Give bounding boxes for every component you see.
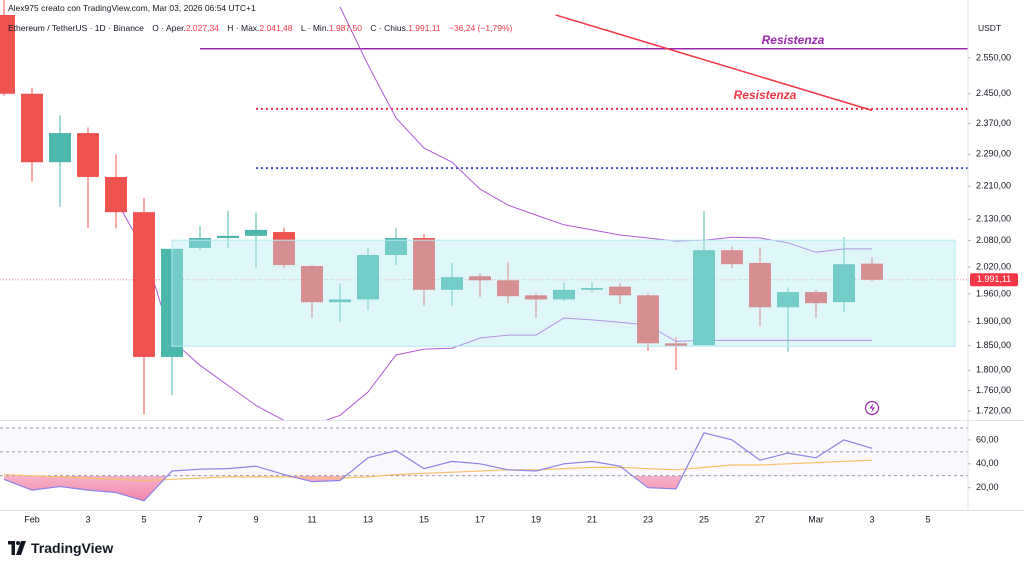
candle-body [665, 343, 687, 347]
candle-body [637, 295, 659, 344]
legend-value: 1.987,50 [328, 23, 363, 33]
y-tick-label: 2.290,00 [976, 149, 1011, 159]
candle-body [357, 254, 379, 300]
candle-body [805, 292, 827, 304]
rsi-line [3, 432, 873, 502]
candle-body [693, 250, 715, 346]
legend-value: 2.041,48 [259, 23, 293, 33]
legend-label: H · Max. [227, 23, 260, 33]
candle-body [329, 299, 351, 303]
candle-body [245, 229, 267, 236]
y-tick-label: 1.850,00 [976, 340, 1011, 350]
band-line [115, 199, 872, 420]
x-tick-label: 3 [869, 514, 874, 524]
x-tick-label: 21 [587, 514, 597, 524]
candle-body [497, 280, 519, 297]
x-tick-label: 3 [85, 514, 90, 524]
brand-logo [8, 541, 26, 555]
x-tick-label: 11 [307, 514, 316, 524]
drawing-label: Resistenza [762, 33, 825, 47]
oversold-fill [4, 475, 872, 501]
candle-body [217, 235, 239, 239]
alert-circle [864, 400, 880, 416]
last-price-box [970, 273, 1018, 287]
rsi-ma-line [3, 459, 873, 482]
y-tick-label: 2.450,00 [976, 88, 1011, 98]
rsi-y-tick-label: 20,00 [976, 482, 999, 492]
x-tick-label: Mar [808, 514, 824, 524]
candle-body [777, 292, 799, 308]
alert-icon [864, 400, 880, 416]
y-tick-label: 2.080,00 [976, 235, 1011, 245]
x-tick-label: 25 [699, 514, 709, 524]
candle-body [133, 212, 155, 357]
x-tick-label: 15 [419, 514, 429, 524]
legend: Ethereum / TetherUS · 1D · Binance O · A… [8, 23, 512, 33]
x-tick-label: Feb [24, 514, 40, 524]
last-price-label: 1.991,11 [977, 274, 1011, 284]
y-tick-label: 2.550,00 [976, 52, 1011, 62]
candle-body [609, 286, 631, 296]
axes: 2.550,00 2.450,00 2.370,00 2.290,00 2.210,00… [0, 0, 1024, 524]
legend-label: C · Chius. [370, 23, 409, 33]
candle-body [441, 277, 463, 290]
candle-body [301, 265, 323, 303]
rsi-pane [0, 427, 968, 502]
y-tick-label: 1.720,00 [976, 405, 1011, 415]
x-tick-label: 13 [363, 514, 373, 524]
candle-body [385, 238, 407, 255]
candle-body [189, 238, 211, 248]
trend-line [555, 14, 873, 112]
x-tick-label: 9 [253, 514, 258, 524]
range-box [171, 239, 956, 347]
band-line [339, 6, 872, 253]
y-tick-label: 2.020,00 [976, 261, 1011, 271]
candle-body [21, 93, 43, 163]
y-tick-label: 1.960,00 [976, 288, 1011, 298]
rsi-y-tick-label: 40,00 [976, 458, 999, 468]
candle-body [105, 176, 127, 213]
legend-symbol: Ethereum / TetherUS · 1D · Binance [8, 23, 144, 33]
x-tick-label: 19 [531, 514, 541, 524]
y-tick-label: 2.210,00 [976, 181, 1011, 191]
y-tick-label: 2.370,00 [976, 118, 1011, 128]
y-tick-label: 1.900,00 [976, 316, 1011, 326]
candle-body [553, 289, 575, 300]
price-pane: Resistenza Resistenza [0, 0, 968, 420]
candle-body [77, 133, 99, 177]
candle-body [833, 264, 855, 303]
rsi-y-tick-label: 60,00 [976, 434, 999, 444]
alert-bolt [869, 403, 875, 413]
x-tick-label: 7 [197, 514, 202, 524]
y-tick-label: 2.130,00 [976, 214, 1011, 224]
candle-body [469, 276, 491, 281]
header: Alex975 creato con TradingView.com, Mar … [8, 3, 256, 13]
candle-body [861, 263, 883, 280]
footer: TradingView [8, 540, 113, 556]
candle-body [749, 262, 771, 308]
legend-value: 2.027,34 [185, 23, 219, 33]
y-tick-label: 1.800,00 [976, 365, 1011, 375]
price-unit: USDT [978, 23, 1002, 33]
x-tick-label: 5 [925, 514, 930, 524]
candle-body [525, 295, 547, 300]
candle-body [721, 250, 743, 265]
legend-label: L · Min. [300, 23, 329, 33]
candle-body [581, 287, 603, 290]
brand-name: TradingView [31, 540, 114, 556]
candle-body [0, 14, 15, 94]
y-tick-label: 1.760,00 [976, 385, 1011, 395]
x-tick-label: 23 [643, 514, 653, 524]
x-tick-label: 27 [755, 514, 765, 524]
x-tick-label: 5 [141, 514, 146, 524]
candle-body [413, 238, 435, 290]
legend-change: −36,24 (−1,79%) [449, 23, 513, 33]
candle-body [49, 133, 71, 163]
drawing-label: Resistenza [734, 88, 797, 102]
x-tick-label: 17 [475, 514, 485, 524]
legend-value: 1.991,11 [408, 23, 441, 33]
legend-label: O · Aper. [152, 23, 186, 33]
